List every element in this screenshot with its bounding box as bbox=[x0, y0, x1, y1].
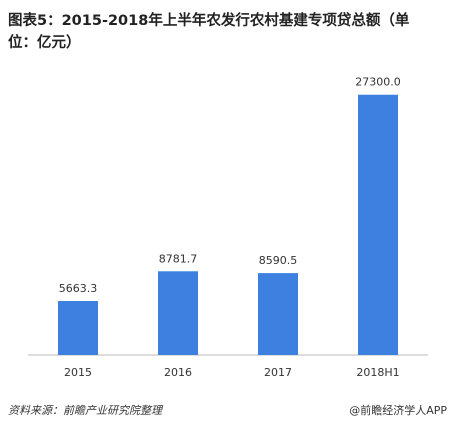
source: 资料来源：前瞻产业研究院整理 bbox=[8, 404, 164, 417]
footer-right: @前瞻经济学人APP bbox=[349, 403, 447, 417]
x-tick-label: 2016 bbox=[164, 366, 192, 379]
value-label: 8590.5 bbox=[259, 254, 298, 267]
bar bbox=[158, 271, 198, 355]
value-label: 27300.0 bbox=[355, 76, 401, 89]
x-tick-label: 2018H1 bbox=[356, 366, 399, 379]
bar bbox=[258, 273, 298, 355]
bar bbox=[58, 301, 98, 355]
value-label: 8781.7 bbox=[159, 252, 198, 265]
x-tick-label: 2017 bbox=[264, 366, 292, 379]
chart-title: 图表5：2015-2018年上半年农发行农村基建专项贷总额（单位：亿元） bbox=[8, 13, 410, 51]
value-label: 5663.3 bbox=[59, 282, 98, 295]
x-tick-label: 2015 bbox=[64, 366, 92, 379]
bar bbox=[358, 94, 398, 356]
